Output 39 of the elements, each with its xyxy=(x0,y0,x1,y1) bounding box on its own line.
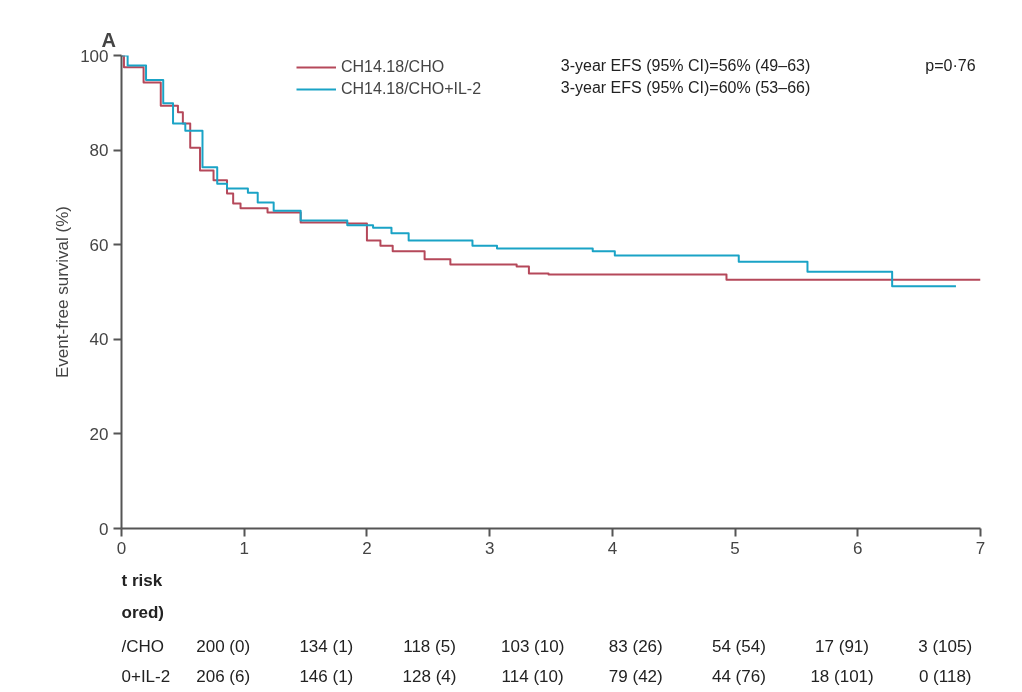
text: 0+IL-2 xyxy=(121,667,171,686)
text: /CHO xyxy=(121,637,164,656)
text: 0 (118) xyxy=(918,667,972,686)
text: 206 (6) xyxy=(196,667,251,686)
y-tick-label: 40 xyxy=(89,330,109,350)
text: 128 (4) xyxy=(402,667,457,686)
annotation: p=0·76 xyxy=(925,56,976,74)
x-tick-label: 3 xyxy=(484,538,495,558)
text: 17 (91) xyxy=(815,637,869,656)
x-tick-label: 2 xyxy=(362,538,372,558)
legend-label: CH14.18/CHO xyxy=(341,57,445,77)
y-axis-title: Event-free survival (%) xyxy=(53,206,73,378)
y-tick-label: 20 xyxy=(89,424,109,444)
annotation: 3-year EFS (95% CI)=60% (53–66) xyxy=(560,79,811,97)
y-tick-label: 0 xyxy=(99,519,109,539)
text: 118 (5) xyxy=(403,637,456,656)
x-tick-label: 6 xyxy=(853,538,863,558)
x-tick-label: 1 xyxy=(239,538,249,558)
x-tick-label: 7 xyxy=(975,538,986,558)
x-tick-label: 0 xyxy=(116,538,127,558)
text: ored) xyxy=(121,603,164,622)
annotation: 3-year EFS (95% CI)=56% (49–63) xyxy=(560,56,811,74)
text: 103 (10) xyxy=(500,637,565,656)
text: 114 (10) xyxy=(501,667,564,686)
text: 79 (42) xyxy=(608,667,663,686)
text: 3 (105) xyxy=(918,637,973,656)
text: 146 (1) xyxy=(299,667,354,686)
text: 54 (54) xyxy=(711,637,766,656)
text: 83 (26) xyxy=(608,637,663,656)
text: 18 (101) xyxy=(810,667,874,686)
x-tick-label: 4 xyxy=(607,538,618,558)
legend-label: CH14.18/CHO+IL-2 xyxy=(341,79,482,99)
x-tick-label: 5 xyxy=(730,538,740,558)
text: 44 (76) xyxy=(711,667,766,686)
text: 200 (0) xyxy=(196,637,251,656)
y-tick-label: 60 xyxy=(89,235,109,255)
text: 134 (1) xyxy=(299,637,354,656)
text: t risk xyxy=(121,571,163,590)
y-tick-label: 80 xyxy=(89,141,109,161)
